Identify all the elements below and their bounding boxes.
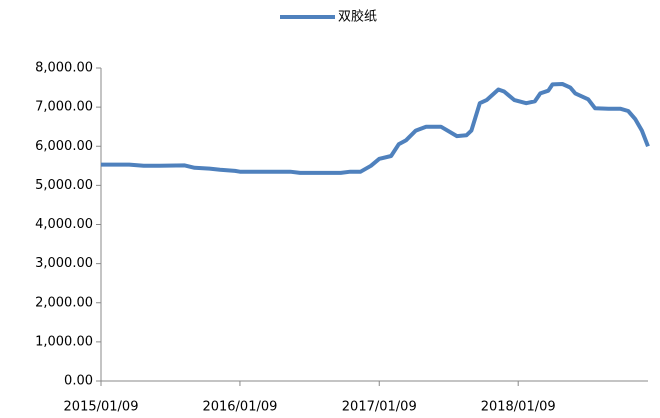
y-tick-label: 6,000.00 [35, 139, 93, 154]
y-tick-label: 5,000.00 [35, 178, 93, 193]
y-tick-label: 2,000.00 [35, 295, 93, 310]
series-line [101, 82, 650, 175]
y-tick-label: 4,000.00 [35, 217, 93, 232]
legend-label: 双胶纸 [338, 9, 377, 25]
y-tick-label: 7,000.00 [35, 100, 93, 115]
x-tick-label: 2017/01/09 [342, 400, 417, 415]
x-tick-label: 2015/01/09 [64, 400, 139, 415]
x-tick-label: 2016/01/09 [202, 400, 277, 415]
y-tick-label: 8,000.00 [35, 61, 93, 76]
y-tick-label: 3,000.00 [35, 256, 93, 271]
x-tick-label: 2018/01/09 [481, 400, 556, 415]
y-tick-label: 0.00 [64, 374, 93, 389]
y-tick-label: 1,000.00 [35, 334, 93, 349]
